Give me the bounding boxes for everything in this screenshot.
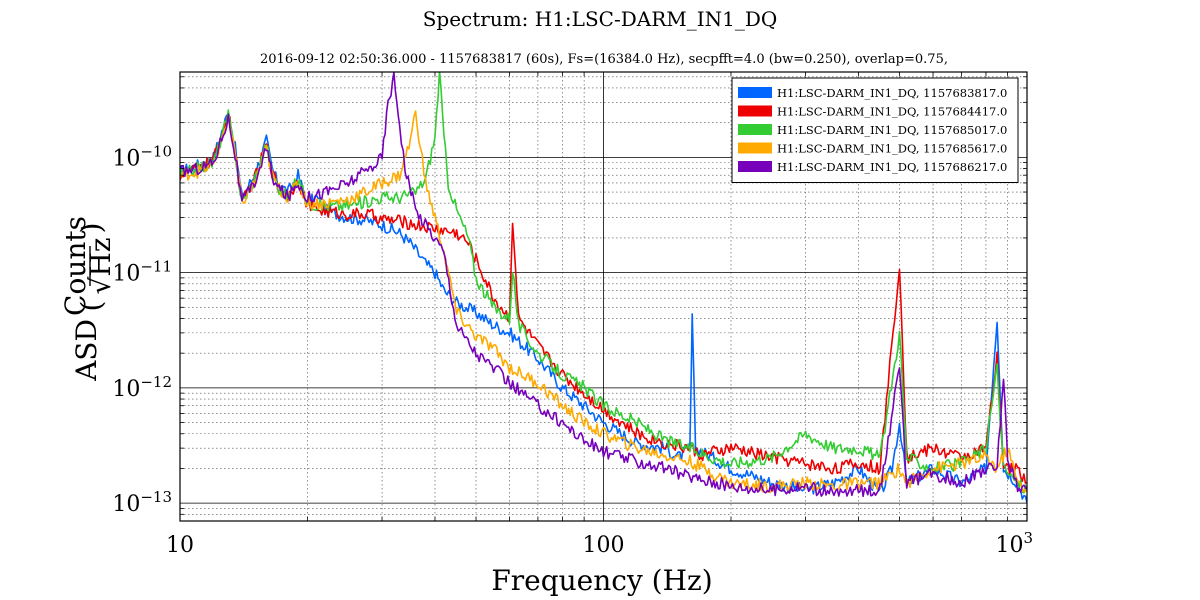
legend-label: H1:LSC-DARM_IN1_DQ, 1157686217.0 [777,160,1007,174]
y-tick-label: 10−13 [112,488,172,517]
y-axis-label-numerator: Counts [59,216,92,316]
x-tick-label: 100 [583,533,625,558]
legend-swatch [738,124,772,135]
y-tick-label: 10−12 [112,373,172,402]
legend-label: H1:LSC-DARM_IN1_DQ, 1157683817.0 [777,86,1007,100]
chart-subtitle: 2016-09-12 02:50:36.000 - 1157683817 (60… [260,52,948,67]
plot-frame [179,71,1028,522]
legend-label: H1:LSC-DARM_IN1_DQ, 1157685617.0 [777,142,1007,156]
series-line [180,110,1027,493]
y-axis-paren-left: ( [75,301,108,312]
y-tick-label: 10−10 [112,142,172,171]
x-tick-label: 10 [166,533,194,558]
y-axis-label-prefix: ASD [70,319,103,382]
y-axis-label-denominator: √Hz [84,237,117,294]
x-tick-label: 103 [995,529,1033,558]
legend-swatch [738,161,772,172]
chart-title: Spectrum: H1:LSC-DARM_IN1_DQ [423,7,778,31]
x-axis-label: Frequency (Hz) [491,564,712,597]
legend-label: H1:LSC-DARM_IN1_DQ, 1157685017.0 [777,123,1007,137]
legend-label: H1:LSC-DARM_IN1_DQ, 1157684417.0 [777,105,1007,119]
plot-area [180,72,1027,504]
legend-box [731,77,1019,183]
series-line [180,72,1027,498]
y-axis-label: ASD ( Counts √Hz ) [59,216,117,382]
legend-swatch [738,142,772,154]
legend: H1:LSC-DARM_IN1_DQ, 1157683817.0 H1:LSC-D… [731,77,1019,183]
grid [179,72,1028,521]
y-axis-paren-right: ) [75,223,108,234]
legend-swatch [738,87,772,98]
y-tick-label: 10−11 [112,258,172,287]
legend-swatch [738,105,772,117]
axis-ticks: 10 100 103 10−10 10−11 10−12 10−13 [112,72,1033,558]
